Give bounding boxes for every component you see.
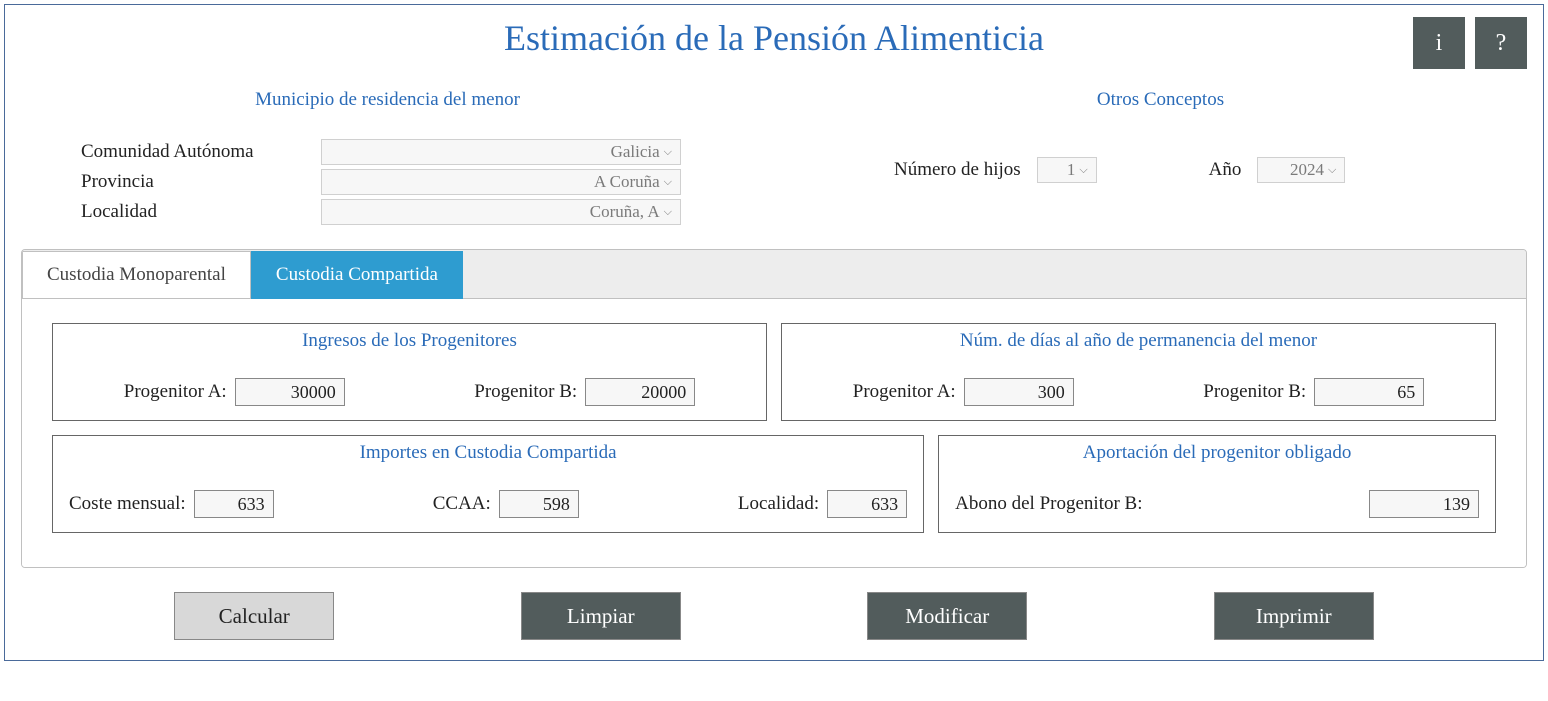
coste-input[interactable] <box>194 490 274 518</box>
comunidad-select[interactable]: Galicia ⌵ <box>321 139 681 165</box>
localidad-imp-group: Localidad: <box>738 490 907 518</box>
chevron-down-icon: ⌵ <box>1328 164 1336 177</box>
dias-a-group: Progenitor A: <box>853 378 1074 406</box>
title-row: Estimación de la Pensión Alimenticia i ? <box>21 17 1527 59</box>
ingresos-fields: Progenitor A: Progenitor B: <box>69 378 750 406</box>
abono-input[interactable] <box>1369 490 1479 518</box>
ccaa-input[interactable] <box>499 490 579 518</box>
header-buttons: i ? <box>1413 17 1527 69</box>
ccaa-label: CCAA: <box>433 493 491 515</box>
ingresos-b-group: Progenitor B: <box>474 378 695 406</box>
municipio-section: Municipio de residencia del menor Comuni… <box>21 89 754 229</box>
comunidad-label: Comunidad Autónoma <box>21 141 321 163</box>
ingresos-a-input[interactable] <box>235 378 345 406</box>
imprimir-button[interactable]: Imprimir <box>1214 592 1374 640</box>
aportacion-title: Aportación del progenitor obligado <box>955 442 1479 464</box>
otros-section: Otros Conceptos Número de hijos 1 ⌵ Año … <box>794 89 1527 229</box>
ano-label: Año <box>1209 159 1242 181</box>
localidad-label: Localidad <box>21 201 321 223</box>
provincia-value: A Coruña <box>594 172 660 192</box>
hijos-select[interactable]: 1 ⌵ <box>1037 157 1097 183</box>
hijos-label: Número de hijos <box>894 159 1021 181</box>
chevron-down-icon: ⌵ <box>664 146 672 159</box>
calcular-button[interactable]: Calcular <box>174 592 334 640</box>
dias-b-input[interactable] <box>1314 378 1424 406</box>
help-button[interactable]: ? <box>1475 17 1527 69</box>
ingresos-b-label: Progenitor B: <box>474 381 577 403</box>
tabs-bar: Custodia Monoparental Custodia Compartid… <box>22 250 1526 299</box>
abono-label: Abono del Progenitor B: <box>955 493 1142 515</box>
tabs-container: Custodia Monoparental Custodia Compartid… <box>21 249 1527 568</box>
tab-monoparental[interactable]: Custodia Monoparental <box>22 251 251 299</box>
aportacion-fields: Abono del Progenitor B: <box>955 490 1479 518</box>
panel-row-2: Importes en Custodia Compartida Coste me… <box>52 435 1496 533</box>
panel-row-1: Ingresos de los Progenitores Progenitor … <box>52 323 1496 421</box>
chevron-down-icon: ⌵ <box>1079 164 1087 177</box>
comunidad-row: Comunidad Autónoma Galicia ⌵ <box>21 139 754 165</box>
coste-label: Coste mensual: <box>69 493 186 515</box>
dias-panel: Núm. de días al año de permanencia del m… <box>781 323 1496 421</box>
dias-a-input[interactable] <box>964 378 1074 406</box>
provincia-select[interactable]: A Coruña ⌵ <box>321 169 681 195</box>
comunidad-value: Galicia <box>611 142 660 162</box>
page-title: Estimación de la Pensión Alimenticia <box>504 17 1044 59</box>
localidad-select[interactable]: Coruña, A ⌵ <box>321 199 681 225</box>
dias-b-group: Progenitor B: <box>1203 378 1424 406</box>
top-sections: Municipio de residencia del menor Comuni… <box>21 89 1527 229</box>
municipio-heading: Municipio de residencia del menor <box>21 89 754 111</box>
bottom-buttons: Calcular Limpiar Modificar Imprimir <box>21 592 1527 640</box>
ano-value: 2024 <box>1290 160 1324 180</box>
ano-select[interactable]: 2024 ⌵ <box>1257 157 1345 183</box>
otros-heading: Otros Conceptos <box>794 89 1527 111</box>
importes-panel: Importes en Custodia Compartida Coste me… <box>52 435 924 533</box>
ingresos-a-group: Progenitor A: <box>124 378 345 406</box>
modificar-button[interactable]: Modificar <box>867 592 1027 640</box>
localidad-imp-label: Localidad: <box>738 493 819 515</box>
provincia-row: Provincia A Coruña ⌵ <box>21 169 754 195</box>
chevron-down-icon: ⌵ <box>664 176 672 189</box>
hijos-value: 1 <box>1067 160 1076 180</box>
tabs-content: Ingresos de los Progenitores Progenitor … <box>22 299 1526 567</box>
chevron-down-icon: ⌵ <box>664 206 672 219</box>
limpiar-button[interactable]: Limpiar <box>521 592 681 640</box>
dias-title: Núm. de días al año de permanencia del m… <box>798 330 1479 352</box>
ingresos-panel: Ingresos de los Progenitores Progenitor … <box>52 323 767 421</box>
provincia-label: Provincia <box>21 171 321 193</box>
importes-fields: Coste mensual: CCAA: Localidad: <box>69 490 907 518</box>
localidad-imp-input[interactable] <box>827 490 907 518</box>
otros-row: Número de hijos 1 ⌵ Año 2024 ⌵ <box>794 157 1527 183</box>
tab-compartida[interactable]: Custodia Compartida <box>251 251 463 299</box>
localidad-value: Coruña, A <box>590 202 660 222</box>
dias-b-label: Progenitor B: <box>1203 381 1306 403</box>
dias-fields: Progenitor A: Progenitor B: <box>798 378 1479 406</box>
dias-a-label: Progenitor A: <box>853 381 956 403</box>
localidad-row: Localidad Coruña, A ⌵ <box>21 199 754 225</box>
ingresos-b-input[interactable] <box>585 378 695 406</box>
ingresos-a-label: Progenitor A: <box>124 381 227 403</box>
info-button[interactable]: i <box>1413 17 1465 69</box>
aportacion-panel: Aportación del progenitor obligado Abono… <box>938 435 1496 533</box>
main-container: Estimación de la Pensión Alimenticia i ?… <box>4 4 1544 661</box>
coste-group: Coste mensual: <box>69 490 274 518</box>
ccaa-group: CCAA: <box>433 490 579 518</box>
importes-title: Importes en Custodia Compartida <box>69 442 907 464</box>
ingresos-title: Ingresos de los Progenitores <box>69 330 750 352</box>
